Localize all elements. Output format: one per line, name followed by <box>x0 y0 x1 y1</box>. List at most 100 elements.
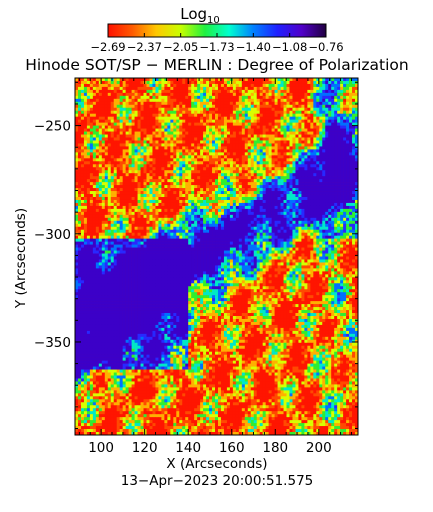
heatmap-cell <box>352 226 356 231</box>
heatmap-cell <box>167 167 171 171</box>
heatmap-cell <box>319 217 323 222</box>
heatmap-cell <box>98 143 103 147</box>
heatmap-cell <box>75 149 79 153</box>
heatmap-cell <box>262 119 266 123</box>
heatmap-cell <box>304 146 308 150</box>
heatmap-cell <box>262 226 266 231</box>
heatmap-cell <box>104 188 109 192</box>
heatmap-cell <box>244 155 249 159</box>
heatmap-cell <box>77 134 82 138</box>
heatmap-cell <box>197 202 201 207</box>
heatmap-cell <box>146 202 150 207</box>
heatmap-cell <box>232 122 237 126</box>
heatmap-cell <box>200 89 204 94</box>
heatmap-cell <box>212 205 216 210</box>
heatmap-cell <box>247 122 252 126</box>
heatmap-cell <box>179 214 183 219</box>
heatmap-cell <box>119 149 123 153</box>
heatmap-cell <box>92 146 97 150</box>
heatmap-cell <box>155 205 159 210</box>
heatmap-cell <box>241 113 246 117</box>
heatmap-cell <box>146 197 150 201</box>
heatmap-cell <box>86 167 91 171</box>
heatmap-cell <box>122 119 126 123</box>
heatmap-cell <box>322 229 326 233</box>
heatmap-cell <box>122 78 126 82</box>
heatmap-cell <box>331 164 335 168</box>
heatmap-cell <box>304 173 308 177</box>
heatmap-cell <box>215 98 219 103</box>
heatmap-cell <box>194 223 198 228</box>
heatmap-cell <box>143 194 147 198</box>
heatmap-cell <box>137 199 141 204</box>
heatmap-cell <box>143 95 147 100</box>
heatmap-cell <box>271 170 275 174</box>
heatmap-cell <box>92 194 97 198</box>
heatmap-cell <box>140 131 144 135</box>
heatmap-cell <box>149 188 153 192</box>
heatmap-cell <box>119 131 123 135</box>
heatmap-cell <box>226 205 231 210</box>
heatmap-cell <box>229 176 234 180</box>
heatmap-cell <box>292 125 296 129</box>
heatmap-cell <box>349 158 353 162</box>
heatmap-cell <box>164 125 168 129</box>
heatmap-cell <box>203 98 207 103</box>
heatmap-cell <box>125 113 129 117</box>
heatmap-cell <box>140 143 144 147</box>
heatmap-cell <box>256 205 260 210</box>
heatmap-cell <box>220 107 225 112</box>
heatmap-cell <box>170 89 174 94</box>
heatmap-cell <box>95 179 100 183</box>
heatmap-cell <box>307 226 311 231</box>
heatmap-cell <box>241 214 246 219</box>
heatmap-cell <box>265 229 269 233</box>
heatmap-cell <box>349 226 353 231</box>
heatmap-cell <box>334 229 338 233</box>
heatmap-cell <box>197 95 201 100</box>
heatmap-cell <box>310 122 314 126</box>
heatmap-cell <box>304 128 308 132</box>
heatmap-cell <box>98 185 103 189</box>
heatmap-cell <box>215 167 219 171</box>
heatmap-cell <box>146 110 150 114</box>
heatmap-cell <box>101 170 106 174</box>
heatmap-cell <box>194 104 198 109</box>
heatmap-cell <box>289 164 293 168</box>
heatmap-cell <box>226 149 231 153</box>
heatmap-cell <box>179 152 183 156</box>
heatmap-cell <box>289 188 293 192</box>
heatmap-cell <box>161 214 165 219</box>
heatmap-cell <box>334 164 338 168</box>
heatmap-cell <box>274 110 278 114</box>
heatmap-cell <box>191 98 195 103</box>
heatmap-cell <box>134 170 138 174</box>
heatmap-cell <box>215 205 219 210</box>
heatmap-cell <box>253 107 258 112</box>
heatmap-cell <box>161 205 165 210</box>
heatmap-cell <box>194 158 198 162</box>
heatmap-cell <box>152 214 156 219</box>
heatmap-cell <box>346 113 350 117</box>
heatmap-cell <box>215 179 219 183</box>
heatmap-cell <box>152 191 156 195</box>
heatmap-cell <box>116 143 120 147</box>
heatmap-cell <box>206 208 210 213</box>
heatmap-cell <box>331 140 335 144</box>
heatmap-cell <box>313 104 317 109</box>
heatmap-cell <box>185 149 189 153</box>
heatmap-cell <box>149 131 153 135</box>
heatmap-cell <box>167 232 171 236</box>
heatmap-cell <box>203 208 207 213</box>
heatmap-cell <box>77 110 82 114</box>
heatmap-cell <box>325 161 329 165</box>
heatmap-cell <box>322 98 326 103</box>
heatmap-cell <box>220 78 225 82</box>
heatmap-cell <box>310 226 314 231</box>
heatmap-cell <box>283 188 287 192</box>
heatmap-cell <box>131 220 135 225</box>
heatmap-cell <box>289 95 293 100</box>
heatmap-cell <box>235 191 240 195</box>
heatmap-cell <box>280 197 284 201</box>
heatmap-cell <box>331 173 335 177</box>
